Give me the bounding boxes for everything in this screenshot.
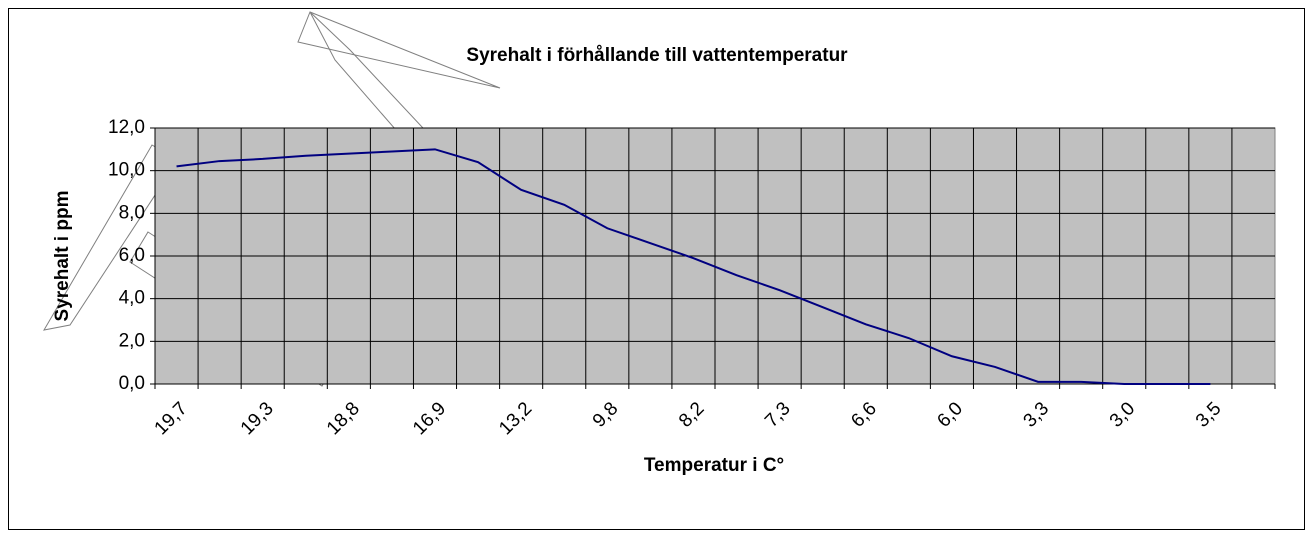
y-tick-label: 12,0: [108, 117, 145, 138]
y-tick-label: 0,0: [119, 373, 145, 394]
chart-title: Syrehalt i förhållande till vattentemper…: [466, 45, 848, 66]
y-tick-label: 10,0: [108, 160, 145, 181]
y-tick-label: 6,0: [119, 245, 145, 266]
y-tick-label: 2,0: [119, 330, 145, 351]
y-tick-label: 8,0: [119, 202, 145, 223]
y-axis-title: Syrehalt i ppm: [52, 191, 73, 322]
x-axis-title: Temperatur i C°: [644, 455, 784, 476]
y-tick-label: 4,0: [119, 288, 145, 309]
series-line: [176, 148, 1211, 385]
